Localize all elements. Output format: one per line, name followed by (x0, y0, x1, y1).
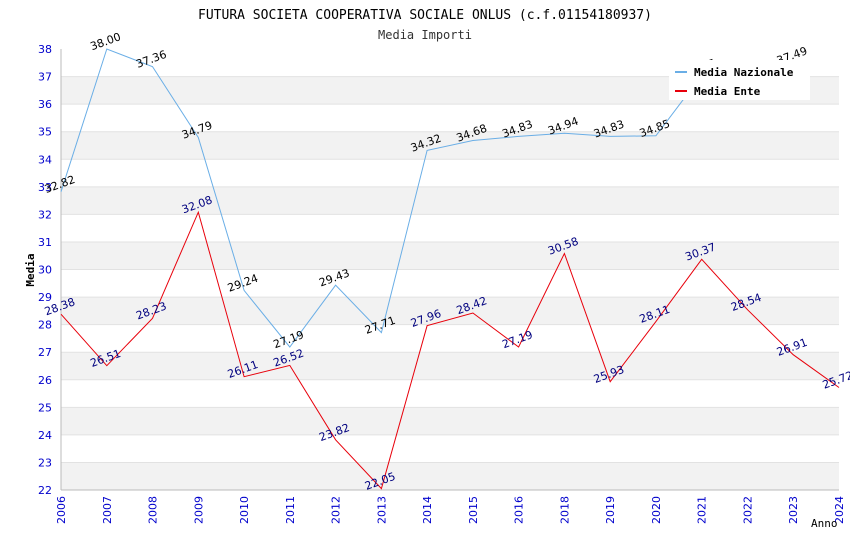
x-tick-label: 2009 (192, 496, 205, 524)
x-tick-label: 2014 (421, 496, 434, 524)
x-tick-label: 2006 (55, 496, 68, 524)
x-tick-label: 2007 (101, 496, 114, 524)
y-tick-label: 31 (38, 236, 52, 249)
x-tick-label: 2008 (147, 496, 160, 524)
x-tick-label: 2013 (375, 496, 388, 524)
y-tick-label: 37 (38, 71, 52, 84)
grid-band (61, 324, 839, 353)
y-tick-label: 29 (38, 291, 52, 304)
grid-band (61, 104, 839, 132)
axes: 22 23 24 25 26 27 28 29 30 31 32 33 34 35 36 37 38 2006 20… (38, 43, 846, 524)
grid-band (61, 186, 839, 215)
y-tick-label: 33 (38, 181, 52, 194)
x-axis-label: Anno (811, 517, 838, 530)
series-lines (60, 49, 840, 490)
grid-band (61, 131, 839, 160)
y-tick-label: 24 (38, 429, 52, 442)
y-tick-label: 28 (38, 319, 52, 332)
chart-title: FUTURA SOCIETA COOPERATIVA SOCIALE ONLUS… (198, 8, 652, 23)
grid-band (61, 214, 839, 242)
y-tick-label: 30 (38, 264, 52, 277)
y-tick-label: 23 (38, 456, 52, 469)
legend: Media Nazionale Media Ente (669, 60, 810, 100)
x-tick-label: 2011 (284, 496, 297, 524)
y-tick-label: 27 (38, 346, 52, 359)
x-tick-label: 2012 (330, 496, 343, 524)
y-tick-label: 36 (38, 98, 52, 111)
grid-band (61, 407, 839, 435)
legend-label: Media Nazionale (694, 66, 794, 79)
x-tick-label: 2019 (604, 496, 617, 524)
legend-label: Media Ente (694, 85, 761, 98)
y-tick-label: 25 (38, 401, 52, 414)
x-tick-label: 2022 (741, 496, 754, 524)
x-tick-label: 2021 (696, 496, 709, 524)
chart-subtitle: Media Importi (378, 28, 472, 42)
x-tick-label: 2024 (833, 496, 846, 524)
y-tick-label: 38 (38, 43, 52, 56)
grid-band (61, 462, 839, 490)
grid-band (61, 159, 839, 187)
grid-band (61, 352, 839, 380)
grid-band (61, 379, 839, 408)
grid-bands (61, 49, 839, 491)
grid-band (61, 297, 839, 325)
y-axis-label: Media (24, 253, 37, 286)
legend-box (669, 60, 810, 100)
x-tick-label: 2023 (787, 496, 800, 524)
y-tick-label: 32 (38, 208, 52, 221)
y-tick-label: 35 (38, 126, 52, 139)
grid-band (61, 269, 839, 298)
x-tick-label: 2016 (513, 496, 526, 524)
x-tick-label: 2010 (238, 496, 251, 524)
series-line (60, 210, 840, 490)
grid-band (61, 434, 839, 463)
x-tick-label: 2020 (650, 496, 663, 524)
y-tick-label: 26 (38, 374, 52, 387)
x-tick-label: 2015 (467, 496, 480, 524)
grid-band (61, 241, 839, 270)
y-tick-label: 34 (38, 153, 52, 166)
y-tick-label: 22 (38, 484, 52, 497)
x-tick-label: 2018 (558, 496, 571, 524)
